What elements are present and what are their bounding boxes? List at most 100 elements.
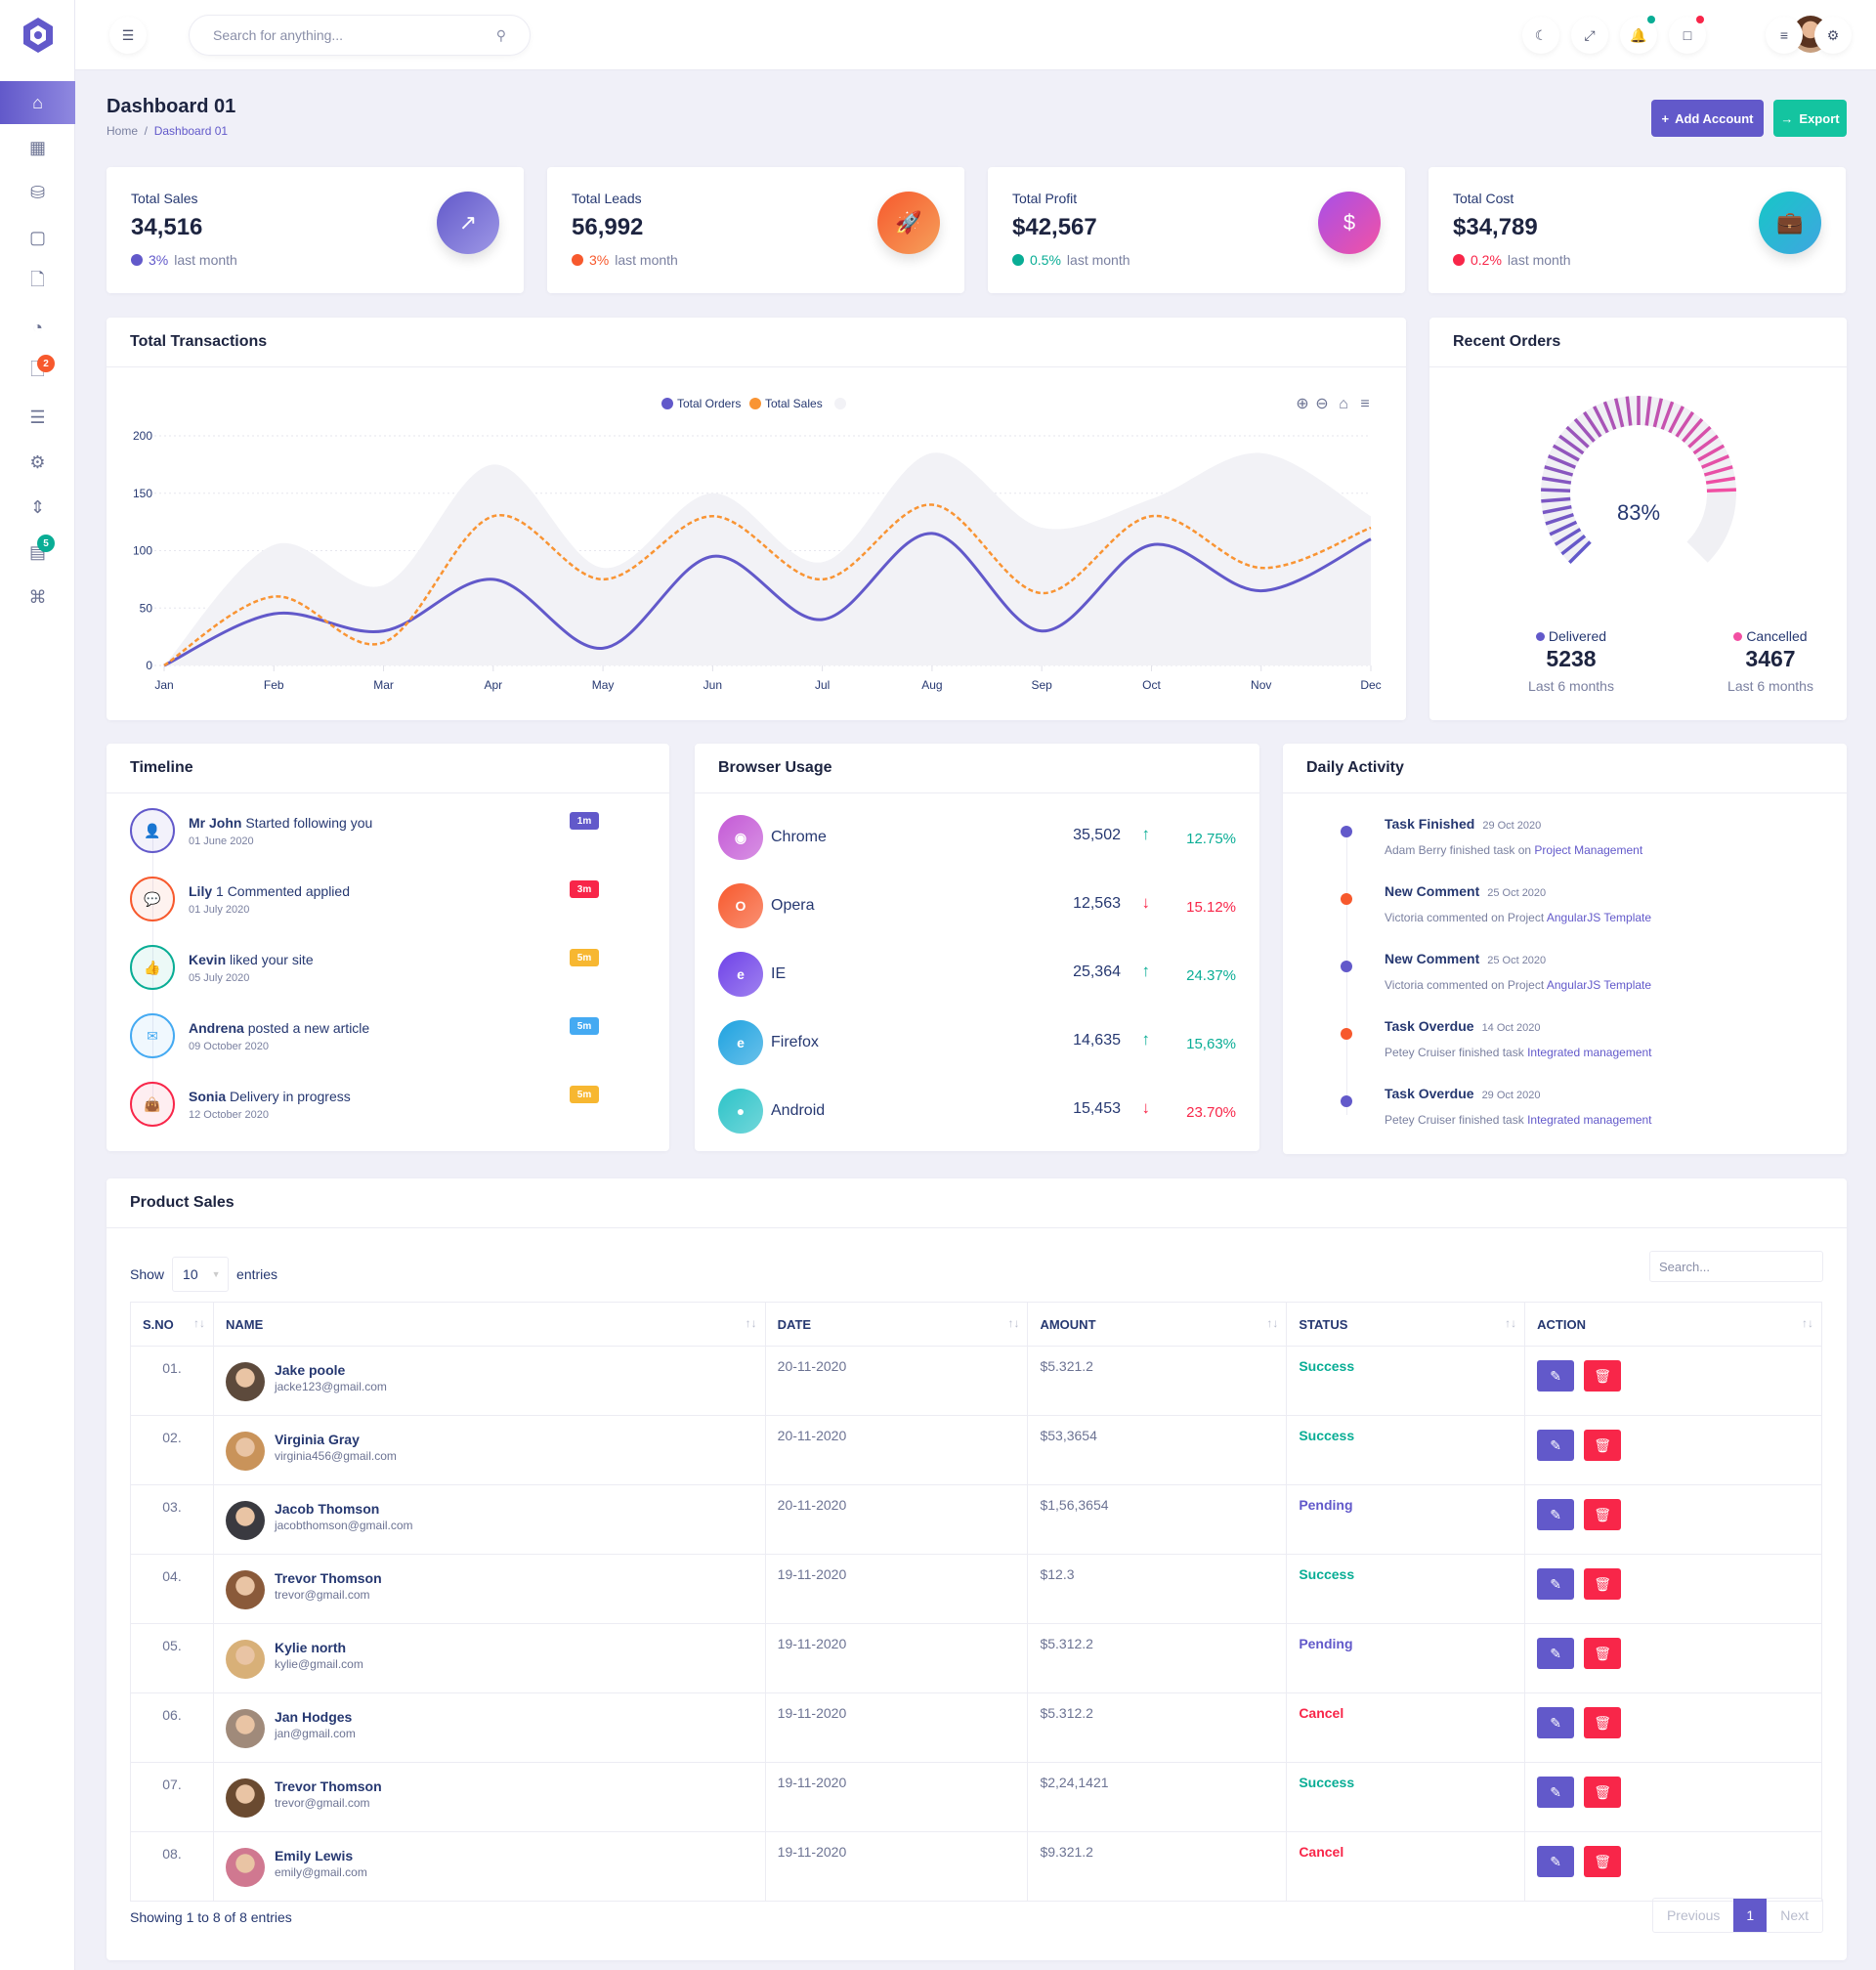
activity-link[interactable]: Project Management [1534, 843, 1643, 857]
sidebar-item-pie-chart[interactable]: ◔ [0, 306, 75, 349]
timeline-user[interactable]: Lily [189, 883, 213, 899]
stat-card-total-cost: Total Cost $34,789 0.2% last month 💼 [1428, 167, 1846, 293]
sidebar-item-home[interactable]: ⌂ [0, 81, 75, 124]
edit-button[interactable]: ✎ [1537, 1846, 1575, 1877]
home-icon[interactable]: ⌂ [1339, 396, 1348, 412]
name-cell: Trevor Thomson trevor@gmail.com [213, 1762, 766, 1832]
sidebar-item-gear[interactable]: ⚙ [0, 441, 75, 484]
timeline-user[interactable]: Kevin [189, 952, 227, 967]
menu-toggle-button[interactable]: ☰ [109, 17, 147, 54]
delete-button[interactable]: 🗑 [1584, 1846, 1622, 1877]
legend-marker[interactable] [661, 398, 673, 409]
activity-link[interactable]: Integrated management [1527, 1113, 1652, 1127]
browser-percent: 23.70% [1186, 1104, 1236, 1121]
next-button[interactable]: Next [1780, 1907, 1809, 1923]
table-search-input[interactable]: Search... [1649, 1251, 1823, 1282]
delete-button[interactable]: 🗑 [1584, 1430, 1622, 1461]
breadcrumb-current: Dashboard 01 [153, 124, 229, 138]
orders-radial-gauge [1541, 396, 1736, 564]
sliders-icon: ⇕ [29, 496, 46, 517]
logo-icon[interactable] [21, 17, 55, 54]
legend-label[interactable]: Total Sales [765, 397, 823, 410]
column-header-action[interactable]: ACTION ↑↓ [1524, 1302, 1822, 1347]
edit-button[interactable]: ✎ [1537, 1430, 1575, 1461]
timeline-user[interactable]: Andrena [189, 1020, 244, 1036]
messages-button[interactable]: □ [1669, 16, 1706, 54]
delete-button[interactable]: 🗑 [1584, 1568, 1622, 1600]
pencil-icon: ✎ [1550, 1645, 1562, 1661]
sort-icon[interactable]: ↑↓ [745, 1316, 757, 1330]
search-icon[interactable]: ⚲ [495, 26, 506, 43]
column-header-status[interactable]: STATUS ↑↓ [1286, 1302, 1526, 1347]
zoom-in-icon[interactable]: ⊕ [1296, 396, 1308, 412]
page-1-button[interactable]: 1 [1733, 1899, 1768, 1932]
activity-text: Victoria commented on Project [1385, 978, 1545, 992]
legend-marker[interactable] [834, 398, 846, 409]
edit-button[interactable]: ✎ [1537, 1499, 1575, 1530]
browser-value: 14,635 [1073, 1032, 1121, 1049]
edit-button[interactable]: ✎ [1537, 1777, 1575, 1808]
sidebar-item-sliders[interactable]: ⇕ [0, 486, 75, 529]
previous-button[interactable]: Previous [1666, 1907, 1721, 1923]
shopping-bag-icon: 👜 [130, 1082, 175, 1127]
sort-icon[interactable]: ↑↓ [1802, 1316, 1813, 1330]
x-tick-label: Dec [1360, 678, 1381, 692]
sidebar-item-command[interactable]: ⌘ [0, 576, 75, 619]
timeline-user[interactable]: Sonia [189, 1089, 227, 1104]
timeline-card: Timeline 👤 Mr John Started following you 0… [107, 744, 669, 1151]
zoom-out-icon[interactable]: ⊖ [1315, 396, 1328, 412]
sidebar-item-files[interactable]: 🗋 2 [0, 351, 75, 394]
browser-item-ie: e IE 25,364 ↑ 24.37% [718, 952, 1236, 1001]
edit-button[interactable]: ✎ [1537, 1568, 1575, 1600]
activity-link[interactable]: AngularJS Template [1546, 978, 1652, 992]
column-header-date[interactable]: DATE ↑↓ [764, 1302, 1029, 1347]
legend-label[interactable]: Total Orders [677, 397, 741, 410]
delete-button[interactable]: 🗑 [1584, 1707, 1622, 1738]
activity-link[interactable]: Integrated management [1527, 1046, 1652, 1059]
sidebar-right-button[interactable]: ≡ [1766, 17, 1803, 54]
breadcrumb-home[interactable]: Home [107, 124, 139, 138]
rocket-icon: 🚀 [877, 192, 940, 254]
settings-button[interactable]: ⚙ [1814, 17, 1852, 54]
dark-mode-button[interactable]: ☾ [1522, 17, 1559, 54]
delete-button[interactable]: 🗑 [1584, 1638, 1622, 1669]
sidebar-item-box[interactable]: ▢ [0, 216, 75, 259]
menu-icon[interactable]: ≡ [1360, 396, 1369, 412]
cancelled-value: 3467 [1745, 646, 1796, 671]
entries-select[interactable]: 10 ▼ [172, 1257, 230, 1292]
time-badge: 5m [570, 1086, 599, 1103]
sort-icon[interactable]: ↑↓ [192, 1316, 205, 1330]
column-header-name[interactable]: NAME ↑↓ [212, 1302, 766, 1347]
delete-button[interactable]: 🗑 [1584, 1777, 1622, 1808]
sort-icon[interactable]: ↑↓ [1007, 1316, 1020, 1330]
column-header-sno[interactable]: S.NO ↑↓ [130, 1302, 214, 1347]
legend-marker[interactable] [749, 398, 761, 409]
status-badge: Success [1286, 1554, 1526, 1624]
activity-link[interactable]: AngularJS Template [1546, 911, 1652, 924]
edit-button[interactable]: ✎ [1537, 1707, 1575, 1738]
gear-icon: ⚙ [1826, 26, 1840, 43]
sort-icon[interactable]: ↑↓ [1266, 1316, 1279, 1330]
notifications-button[interactable]: 🔔 [1620, 16, 1657, 54]
edit-button[interactable]: ✎ [1537, 1638, 1575, 1669]
search-input[interactable]: Search for anything... ⚲ [189, 15, 531, 56]
moon-icon: ☾ [1534, 26, 1548, 43]
sidebar-item-database[interactable]: ⛁ [0, 171, 75, 214]
delete-button[interactable]: 🗑 [1584, 1360, 1622, 1392]
timeline-user[interactable]: Mr John [189, 815, 242, 831]
table-row: 01. Jake poole jacke123@gmail.com 20-11-202… [130, 1346, 1822, 1416]
sidebar-item-layers[interactable]: ☰ [0, 396, 75, 439]
gauge-tick [1560, 534, 1587, 556]
sidebar-item-grid[interactable]: ▦ [0, 126, 75, 169]
fullscreen-button[interactable]: ⤢ [1571, 17, 1608, 54]
edit-button[interactable]: ✎ [1537, 1360, 1575, 1392]
column-header-amount[interactable]: AMOUNT ↑↓ [1027, 1302, 1288, 1347]
sidebar-item-file[interactable]: 🗋 [0, 261, 75, 304]
add-account-button[interactable]: + Add Account [1651, 100, 1764, 137]
export-button[interactable]: → Export [1773, 100, 1847, 137]
sidebar-item-list[interactable]: ▤ 5 [0, 531, 75, 574]
browser-value: 15,453 [1073, 1100, 1121, 1117]
sort-icon[interactable]: ↑↓ [1505, 1316, 1517, 1330]
delete-button[interactable]: 🗑 [1584, 1499, 1622, 1530]
activity-dot [1341, 1095, 1352, 1107]
